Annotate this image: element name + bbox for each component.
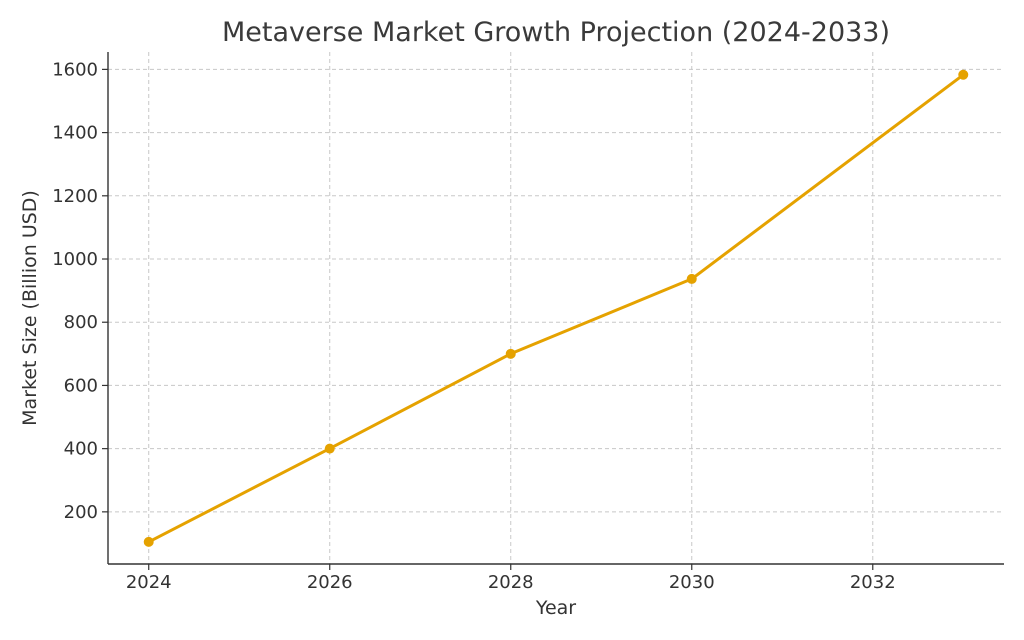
y-tick-label: 200 <box>64 502 98 523</box>
axes <box>107 52 1004 565</box>
chart-title: Metaverse Market Growth Projection (2024… <box>222 17 890 48</box>
data-point <box>958 69 969 80</box>
y-tick-label: 1600 <box>52 59 98 80</box>
data-point <box>143 536 154 547</box>
y-tick-label: 800 <box>64 312 98 333</box>
y-tick-label: 1200 <box>52 186 98 207</box>
grid-lines <box>108 52 1004 564</box>
x-tick-label: 2030 <box>669 572 715 593</box>
data-point <box>686 273 697 284</box>
x-axis-label: Year <box>535 597 576 619</box>
x-tick-label: 2028 <box>488 572 534 593</box>
data-point <box>324 443 335 454</box>
x-axis-ticks: 2024 2026 2028 2030 2032 <box>126 564 896 593</box>
x-tick-label: 2032 <box>850 572 896 593</box>
y-tick-label: 600 <box>64 375 98 396</box>
y-axis-label: Market Size (Billion USD) <box>19 190 41 426</box>
y-axis-ticks: 200 400 600 800 1000 1200 1400 1600 <box>52 59 108 523</box>
data-point <box>505 348 516 359</box>
x-tick-label: 2026 <box>307 572 353 593</box>
x-tick-label: 2024 <box>126 572 172 593</box>
y-tick-label: 1400 <box>52 123 98 144</box>
series-line <box>148 73 965 544</box>
y-tick-label: 400 <box>64 439 98 460</box>
y-tick-label: 1000 <box>52 249 98 270</box>
series-group <box>143 69 969 547</box>
